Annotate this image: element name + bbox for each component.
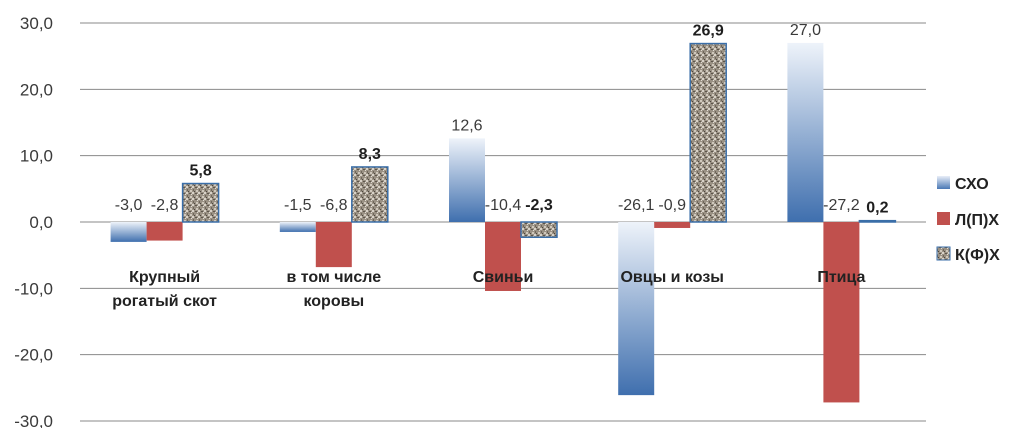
data-label: -6,8 [320, 197, 348, 214]
legend-swatch [936, 246, 951, 261]
bar [449, 138, 485, 222]
data-label: -2,8 [151, 197, 179, 214]
data-label: -0,9 [658, 197, 686, 214]
y-tick-label: 30,0 [20, 14, 53, 33]
bar [823, 222, 860, 403]
category-label: Свиньи [473, 269, 534, 286]
y-tick-label: -30,0 [14, 412, 53, 428]
bar [279, 222, 316, 232]
bar [485, 222, 521, 291]
data-label: -27,2 [823, 197, 860, 214]
y-tick-label: 0,0 [29, 213, 53, 232]
bar [689, 42, 727, 223]
data-label: 0,2 [866, 200, 888, 217]
data-label: -1,5 [284, 197, 312, 214]
data-label: 27,0 [790, 22, 821, 39]
bar [787, 42, 824, 223]
category-label: коровы [303, 293, 364, 310]
category-label: Крупный [129, 269, 200, 286]
bar [618, 222, 655, 396]
y-tick-label: 10,0 [20, 147, 53, 166]
data-label: 8,3 [359, 146, 381, 163]
legend-label: СХО [955, 176, 989, 193]
data-label: 5,8 [189, 163, 211, 180]
data-label: 26,9 [693, 23, 724, 40]
category-labels: Крупный рогатый скот в том числе коровы Свин… [112, 269, 865, 310]
category-label: Овцы и козы [620, 269, 723, 286]
legend: СХО Л(П)Х К(Ф)Х [936, 176, 1000, 264]
y-axis-ticks: 30,0 20,0 10,0 0,0 -10,0 -20,0 -30,0 [14, 14, 53, 428]
bar [654, 222, 691, 228]
legend-label: Л(П)Х [955, 212, 999, 229]
data-label: -2,3 [525, 197, 553, 214]
y-tick-label: 20,0 [20, 80, 53, 99]
data-labels: -3,0 -1,5 12,6 -26,1 27,0 -2,8 -6,8 -10,4 -0,9 -2… [115, 22, 889, 217]
bar [520, 221, 558, 239]
category-label: в том числе [286, 269, 381, 286]
data-label: 12,6 [451, 117, 482, 134]
bar [351, 166, 389, 223]
y-tick-label: -20,0 [14, 346, 53, 365]
bar [858, 219, 897, 223]
category-label: рогатый скот [112, 293, 217, 310]
bar [110, 222, 147, 242]
y-tick-label: -10,0 [14, 279, 53, 298]
data-label: -3,0 [115, 197, 143, 214]
legend-swatch [937, 176, 950, 189]
legend-label: К(Ф)Х [955, 247, 1000, 264]
legend-swatch [937, 212, 950, 225]
bar [181, 182, 220, 223]
bar [315, 222, 352, 268]
bars [110, 42, 897, 403]
bar [146, 222, 183, 241]
data-label: -26,1 [618, 197, 655, 214]
data-label: -10,4 [485, 197, 522, 214]
category-label: Птица [817, 269, 865, 286]
